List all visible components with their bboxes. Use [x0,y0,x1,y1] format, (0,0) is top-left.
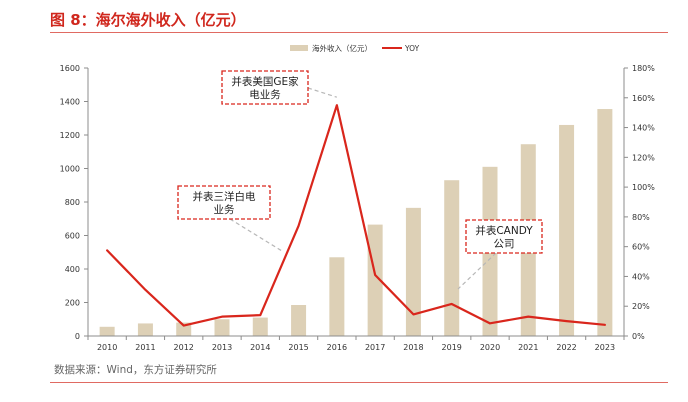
x-tick-label-2022: 2022 [556,343,576,352]
bar-2017 [367,224,383,336]
y-right-tick-label: 100% [632,183,655,192]
annotation-text: 业务 [214,203,235,216]
y-right-tick-label: 140% [632,124,655,133]
y-left-tick-label: 1000 [60,165,80,174]
x-tick-label-2011: 2011 [135,343,155,352]
y-left-tick-label: 600 [65,232,80,241]
legend-label-bar: 海外收入（亿元） [312,43,372,53]
annotation-text: 并表美国GE家 [231,75,299,88]
annotation-text: 并表CANDY [475,224,533,237]
annotation-leader [229,218,283,252]
x-tick-label-2014: 2014 [250,343,270,352]
axes-layer: 0 200 400 600 800 1000 1200 1400 1600 0% 20% 40% 60%… [60,64,656,352]
y-left-tick-label: 0 [75,332,80,341]
annotation-box [177,185,271,220]
y-right-tick-label: 120% [632,153,655,162]
bar-2013 [214,319,230,336]
page-title: 图 8：海尔海外收入（亿元） [50,11,246,29]
y-left-tick-label: 400 [65,265,80,274]
bar-2022 [559,124,575,336]
y-right-tick-label: 0% [632,332,645,341]
legend-label-line: YOY [404,44,420,53]
x-tick-label-2020: 2020 [480,343,500,352]
y-right-tick-label: 160% [632,94,655,103]
x-tick-label-2015: 2015 [288,343,308,352]
x-tick-label-2018: 2018 [403,343,423,352]
x-tick-label-2021: 2021 [518,343,538,352]
x-tick-label-2013: 2013 [212,343,232,352]
bar-2023 [597,109,613,336]
bar-2019 [444,180,460,336]
x-tick-label-2012: 2012 [174,343,194,352]
annotation-box [221,70,309,105]
legend-layer: 海外收入（亿元） YOY [290,43,420,53]
bar-2011 [137,323,153,336]
x-tick-label-2017: 2017 [365,343,385,352]
y-left-tick-label: 200 [65,299,80,308]
annotation-text: 公司 [494,238,515,250]
y-left-tick-label: 1400 [60,98,80,107]
annotation-text: 并表三洋白电 [193,190,256,203]
bar-2015 [291,305,307,336]
x-tick-label-2010: 2010 [97,343,117,352]
footer-rule [50,382,668,383]
y-right-tick-label: 80% [632,213,650,222]
y-left-tick-label: 1200 [60,131,80,140]
bar-2014 [252,317,268,336]
y-left-tick-label: 1600 [60,64,80,73]
source-note: 数据来源：Wind，东方证券研究所 [54,364,217,376]
legend-swatch-bar [290,45,308,51]
y-right-tick-label: 180% [632,64,655,73]
x-tick-label-2023: 2023 [595,343,615,352]
title-rule [50,32,668,33]
annotation-text: 电业务 [249,88,281,101]
y-left-tick-label: 800 [65,198,80,207]
yoy-line [106,104,606,327]
bar-2010 [99,326,115,336]
y-right-tick-label: 20% [632,302,650,311]
annotation-leader [307,87,338,98]
y-right-tick-label: 40% [632,272,650,281]
x-tick-label-2019: 2019 [442,343,462,352]
bar-2016 [329,257,345,336]
annotation-leader [457,252,497,290]
bar-2012 [176,322,192,336]
annotation-box [465,219,543,254]
x-tick-label-2016: 2016 [327,343,347,352]
y-right-tick-label: 60% [632,243,650,252]
line-layer [106,104,606,327]
bar-2018 [405,207,421,336]
